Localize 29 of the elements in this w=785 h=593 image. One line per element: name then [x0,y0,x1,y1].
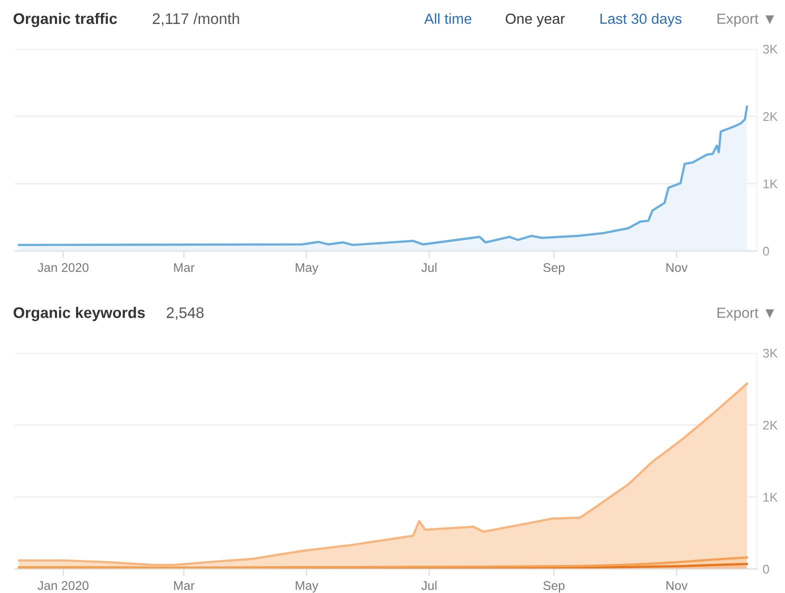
y-tick-label: 1K [764,180,778,188]
text: Export ▼ [718,14,774,27]
y-tick-label: 2K [763,420,778,430]
text: All time [424,13,472,24]
chart-title: Organic traffic [14,12,117,28]
text: Export ▼ [718,308,774,321]
x-tick-label: Jan 2020 [38,581,88,590]
y-tick-label: 1K [764,492,778,502]
text: 2,117 /month [152,12,240,26]
x-tick-label: Sep [543,581,564,592]
x-tick-label: May [296,263,318,274]
y-tick-label: 0 [763,564,770,574]
x-tick-label: Mar [174,263,194,272]
x-tick-label: Jul [421,262,436,272]
x-tick-label: Nov [666,263,688,272]
x-tick-label: Jul [421,580,436,590]
x-tick-label: Jan 2020 [38,263,88,272]
text: Last 30 days [600,13,682,27]
x-tick-label: Sep [543,263,564,274]
x-tick-label: Mar [174,581,194,590]
y-tick-label: 3K [763,44,778,54]
text: 2,548 [166,307,204,320]
x-tick-label: May [296,581,318,592]
y-tick-label: 2K [763,112,778,121]
y-tick-label: 0 [763,246,770,256]
y-tick-label: 3K [763,348,778,358]
x-tick-label: Nov [666,581,688,590]
chart-title: Organic keywords [14,306,145,322]
text: One year [506,14,565,27]
